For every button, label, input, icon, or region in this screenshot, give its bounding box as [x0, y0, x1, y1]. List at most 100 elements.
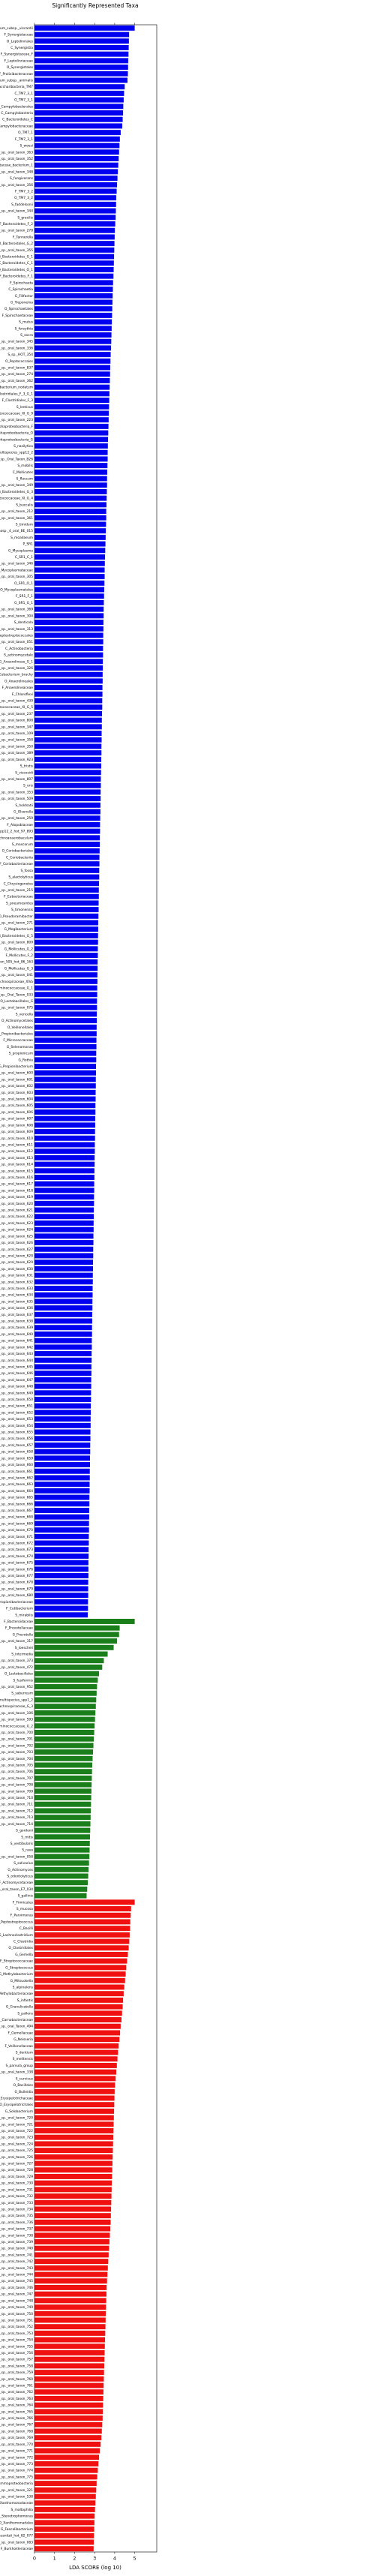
bar	[34, 978, 98, 984]
y-tick-label: S_sp._oral_taxon_737	[0, 2227, 33, 2232]
bar	[34, 2291, 106, 2297]
bar	[34, 1854, 90, 1860]
y-tick-label: S_sp._oral_taxon_773	[0, 2462, 33, 2466]
y-tick-label: O_SR1_O_1	[14, 581, 33, 586]
bar	[34, 1586, 88, 1592]
bar	[34, 90, 124, 96]
y-tick-label: C_Campylobacteria	[1, 111, 33, 116]
bar	[34, 2278, 107, 2284]
y-tick-label: S_fossa	[21, 869, 34, 873]
bar	[34, 371, 110, 377]
bar	[34, 182, 118, 188]
bar	[34, 509, 106, 515]
bar	[34, 201, 116, 207]
y-tick-label: S_sp._oral_taxon_472	[0, 1665, 33, 1670]
bar	[34, 1403, 92, 1409]
bar	[34, 1482, 90, 1488]
bar	[34, 521, 106, 527]
bar	[34, 2076, 116, 2082]
bar	[34, 456, 108, 462]
bar	[34, 169, 118, 175]
y-tick-label: S_sp._oral_taxon_350	[0, 744, 33, 749]
bar	[34, 398, 110, 404]
y-tick-label: S_sp._oral_taxon_725	[0, 2148, 33, 2153]
y-tick-label: S_odontolyticus	[7, 1874, 33, 1878]
bar	[34, 155, 119, 161]
bar	[34, 2271, 108, 2277]
bar	[34, 1540, 89, 1546]
y-tick-label: G_Methylobacterium	[0, 1972, 33, 1977]
y-tick-label: S_sp._oral_taxon_764	[0, 2403, 33, 2408]
y-tick-label: S_sp._oral_taxon_636	[0, 1306, 33, 1311]
bar	[34, 1064, 97, 1069]
bar	[34, 2500, 96, 2506]
y-tick-label: S_sp._oral_taxon_675	[0, 1561, 33, 1566]
bar	[34, 900, 99, 906]
bar	[34, 2317, 106, 2323]
y-tick-label: F_Bacteroidaceae	[4, 1620, 33, 1624]
bar	[34, 430, 109, 436]
y-tick-label: S_sp._oral_taxon_618	[0, 1188, 33, 1193]
y-tick-label: Peptostreptococcaceae_XI_G_9	[0, 411, 33, 416]
bar	[34, 763, 101, 769]
y-tick-label: S_intermedia	[11, 1653, 33, 1657]
y-tick-label: S_sp._oral_taxon_625	[0, 1234, 33, 1238]
y-tick-label: S_sp._oral_taxon_711	[0, 1803, 33, 1807]
y-tick-label: O_Lactobacillales	[4, 1672, 34, 1677]
y-tick-label: S_sp._oral_taxon_389	[0, 751, 33, 755]
bar	[34, 907, 99, 913]
y-tick-label: F_Tannerella	[13, 235, 33, 239]
y-tick-label: S_sp._oral_taxon_352	[0, 157, 33, 161]
y-tick-label: S_melitensis	[13, 2057, 34, 2061]
bar	[34, 1801, 92, 1807]
y-tick-label: F_Mycoplasmataceae	[0, 568, 33, 572]
bar	[34, 2546, 94, 2552]
bar	[34, 2219, 111, 2225]
bar	[34, 2232, 110, 2238]
bar	[34, 2108, 115, 2114]
bar	[34, 162, 118, 168]
bar	[34, 1553, 89, 1559]
y-tick-label: G_Solobacterium	[5, 2109, 33, 2114]
bar	[34, 2043, 119, 2049]
bar	[34, 358, 111, 364]
bar	[34, 2493, 96, 2499]
bar	[34, 861, 100, 867]
y-tick-label: F_Carnobacteriaceae	[0, 2018, 33, 2022]
bar	[34, 1338, 92, 1344]
y-tick-label: S_vestibularis	[10, 1842, 34, 1846]
bar	[34, 560, 105, 566]
bar	[34, 1371, 92, 1377]
bar	[34, 776, 101, 782]
bar	[34, 326, 112, 332]
y-tick-label: S_sp._oral_taxon_703	[0, 1750, 33, 1755]
bar	[34, 580, 105, 586]
y-tick-label: G_Streptococcus	[5, 1965, 33, 1970]
bar	[34, 985, 98, 991]
bar	[34, 2259, 109, 2265]
y-tick-label: F_Leptolinriaceae	[4, 59, 34, 63]
y-tick-label: S_sp._oral_taxon_237	[0, 712, 33, 716]
plot-frame	[34, 24, 158, 2553]
y-tick-label: O_TM7_3_2	[14, 196, 33, 200]
y-tick-label: F_Clostridiales_F_3	[2, 398, 34, 403]
bar	[34, 1977, 125, 1983]
bar	[34, 1154, 95, 1160]
bar	[34, 1050, 97, 1056]
bar	[34, 469, 107, 475]
y-tick-label: F_SR1_F_1	[16, 594, 33, 599]
bar	[34, 352, 111, 358]
bar	[34, 1573, 88, 1579]
y-tick-label: S_sp._oral_taxon_837	[0, 366, 33, 371]
y-tick-label: S_sp._oral_taxon_041	[0, 973, 33, 977]
bar	[34, 782, 101, 788]
bar	[34, 2023, 121, 2029]
bar	[34, 136, 120, 142]
bar	[34, 606, 104, 612]
y-tick-label: G_Granulicatella	[6, 2005, 33, 2010]
bar	[34, 2487, 97, 2493]
y-tick-label: S_pneumosintes	[6, 901, 34, 905]
bar	[34, 1866, 89, 1872]
bar	[34, 1004, 98, 1010]
bar	[34, 2402, 104, 2408]
